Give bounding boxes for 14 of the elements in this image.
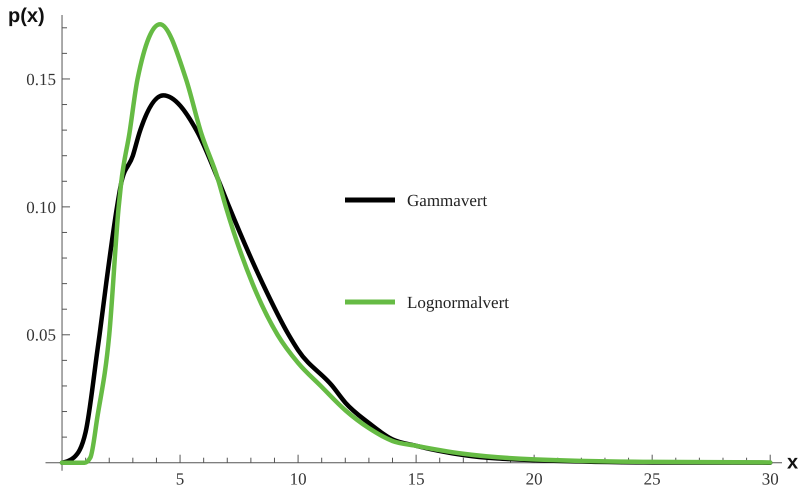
legend-label: Gammavert	[407, 190, 488, 210]
x-axis-title: x	[787, 452, 798, 474]
x-tick-label: 20	[526, 470, 543, 488]
x-tick-label: 25	[644, 470, 661, 488]
legend-label: Lognormalvert	[407, 292, 510, 312]
y-tick-label: 0.15	[26, 70, 56, 89]
y-tick-label: 0.10	[26, 198, 56, 217]
line-series	[60, 22, 772, 465]
x-tick-label: 10	[290, 470, 307, 488]
x-tick-label: 30	[762, 470, 779, 488]
y-tick-label: 0.05	[26, 326, 56, 345]
y-axis-title: p(x)	[8, 5, 45, 27]
x-tick-label: 5	[176, 470, 184, 488]
x-tick-label: 15	[408, 470, 425, 488]
